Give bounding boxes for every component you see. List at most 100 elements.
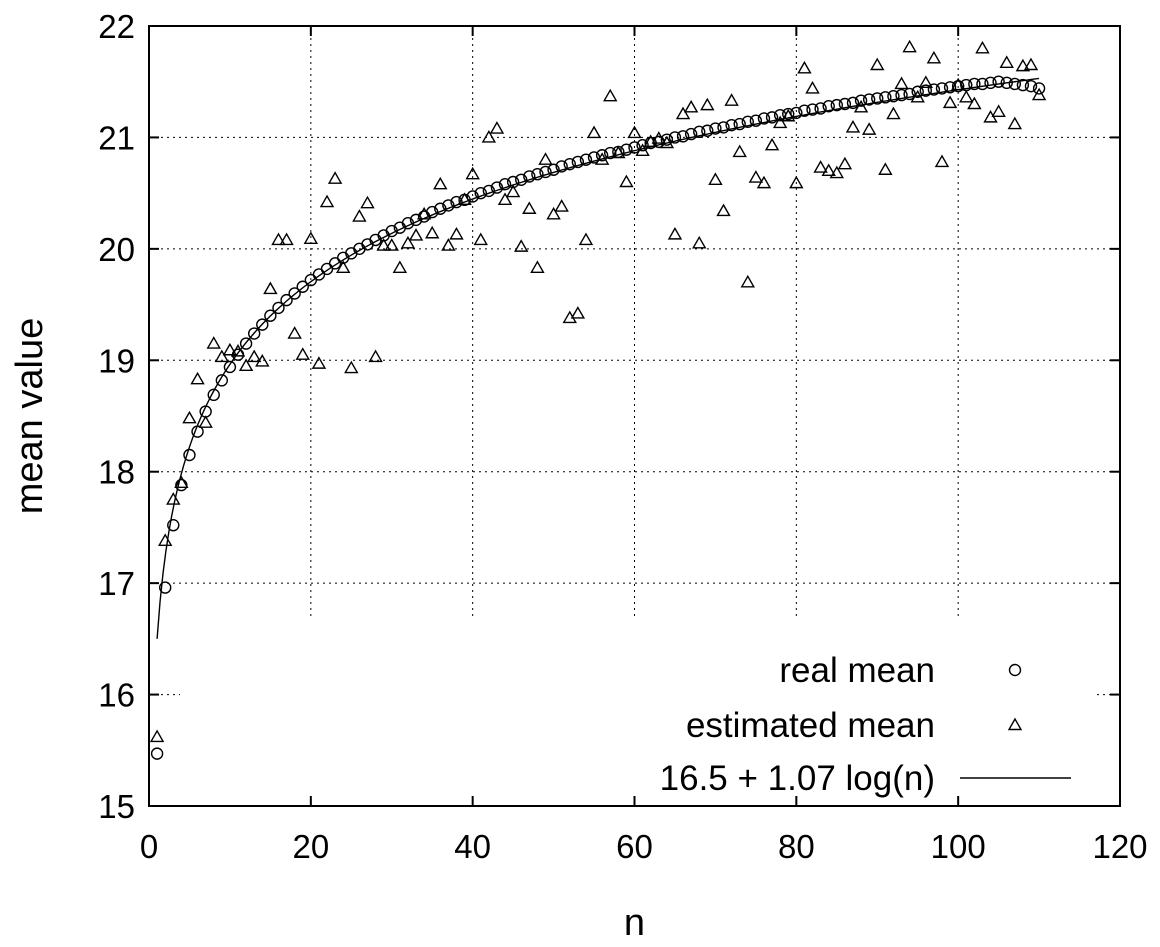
y-tick-label: 19 [98,342,135,379]
point-real-mean [684,127,698,141]
point-estimated-mean [198,415,213,428]
point-estimated-mean [392,260,408,273]
point-estimated-mean [449,226,464,240]
point-estimated-mean [934,154,950,168]
point-estimated-mean [376,238,391,251]
point-estimated-mean [959,89,974,103]
point-real-mean [158,581,172,594]
legend: real mean estimated mean 16.5 + 1.07 log… [660,651,1071,798]
x-tick-label: 80 [778,828,815,865]
y-tick-label: 18 [98,454,135,491]
point-estimated-mean [619,174,634,188]
series-estimated-mean [149,39,1047,743]
point-estimated-mean [206,336,221,349]
x-tick-label: 60 [616,828,653,865]
point-estimated-mean [182,410,197,424]
point-estimated-mean [279,232,294,246]
point-real-mean [579,153,593,166]
point-real-mean [498,178,512,191]
point-real-mean [919,84,932,97]
point-estimated-mean [190,371,205,385]
point-real-mean [676,130,690,143]
point-estimated-mean [1007,116,1023,130]
point-estimated-mean [772,115,788,129]
x-tick-label: 0 [140,828,158,865]
point-estimated-mean [975,40,990,54]
point-real-mean [911,85,924,98]
point-estimated-mean [853,99,869,113]
point-estimated-mean [805,80,820,94]
point-real-mean [733,117,746,131]
point-real-mean [256,318,269,331]
y-tick-label: 15 [98,788,135,825]
x-tick-labels: 0 20 40 60 80 100 120 [140,828,1148,865]
point-real-mean [247,327,261,340]
point-estimated-mean [627,125,642,139]
point-estimated-mean [222,342,238,356]
point-real-mean [442,199,455,212]
point-estimated-mean [692,235,707,249]
point-estimated-mean [942,95,958,109]
point-estimated-mean [255,353,270,367]
point-real-mean [296,280,309,293]
point-estimated-mean [174,475,189,489]
point-estimated-mean [829,165,844,179]
point-real-mean [951,79,965,93]
point-estimated-mean [683,99,699,113]
point-estimated-mean [700,97,715,111]
point-estimated-mean [287,326,302,339]
point-estimated-mean [748,170,764,183]
point-real-mean [806,103,819,116]
point-estimated-mean [157,533,173,546]
point-estimated-mean [1015,58,1031,72]
point-real-mean [539,165,552,179]
point-real-mean [660,133,674,146]
point-estimated-mean [303,231,319,245]
point-estimated-mean [149,729,165,743]
y-tick-labels: 15 16 17 18 19 20 21 22 [98,8,135,825]
point-estimated-mean [789,175,804,189]
point-estimated-mean [522,201,537,214]
point-estimated-mean [238,358,254,372]
point-estimated-mean [457,192,472,206]
point-estimated-mean [360,195,375,209]
point-real-mean [846,96,860,110]
point-real-mean [717,121,730,134]
point-estimated-mean [214,349,230,363]
legend-background [180,620,1095,800]
fit-line [156,77,1040,639]
point-real-mean [903,87,916,101]
point-real-mean [798,104,811,117]
point-estimated-mean [926,50,942,64]
point-real-mean [288,287,301,300]
point-real-mean [450,195,463,209]
legend-symbol-estimated-mean [1007,717,1023,731]
point-real-mean [935,82,949,95]
point-real-mean [765,111,779,124]
point-real-mean [620,143,633,156]
point-estimated-mean [465,166,480,180]
point-estimated-mean [861,122,877,135]
point-real-mean [814,102,827,115]
point-real-mean [223,360,237,374]
x-tick-label: 20 [292,828,329,865]
point-real-mean [167,519,180,532]
point-real-mean [782,107,795,121]
point-estimated-mean [400,235,416,249]
point-estimated-mean [327,171,343,184]
point-estimated-mean [740,274,755,288]
point-estimated-mean [546,206,561,220]
x-tick-label: 120 [1092,828,1147,865]
point-estimated-mean [651,131,666,144]
point-real-mean [879,91,892,104]
point-estimated-mean [271,232,286,246]
point-estimated-mean [999,55,1014,68]
point-real-mean [636,139,649,152]
point-real-mean [547,163,560,176]
point-estimated-mean [505,184,521,198]
point-estimated-mean [514,239,529,252]
point-estimated-mean [611,145,626,159]
point-real-mean [749,114,763,127]
point-real-mean [862,93,876,106]
point-estimated-mean [902,39,917,53]
